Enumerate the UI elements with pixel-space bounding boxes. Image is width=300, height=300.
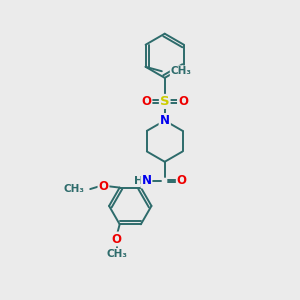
Text: CH₃: CH₃ bbox=[171, 66, 192, 76]
Text: N: N bbox=[160, 114, 170, 127]
Text: O: O bbox=[98, 180, 109, 193]
Text: N: N bbox=[142, 174, 152, 188]
Text: O: O bbox=[178, 95, 188, 108]
Text: CH₃: CH₃ bbox=[63, 184, 84, 194]
Text: O: O bbox=[112, 232, 122, 245]
Text: CH₃: CH₃ bbox=[106, 249, 127, 259]
Text: S: S bbox=[160, 95, 169, 108]
Text: H: H bbox=[134, 176, 143, 186]
Text: O: O bbox=[142, 95, 152, 108]
Text: N: N bbox=[160, 114, 170, 127]
Text: O: O bbox=[177, 174, 187, 188]
